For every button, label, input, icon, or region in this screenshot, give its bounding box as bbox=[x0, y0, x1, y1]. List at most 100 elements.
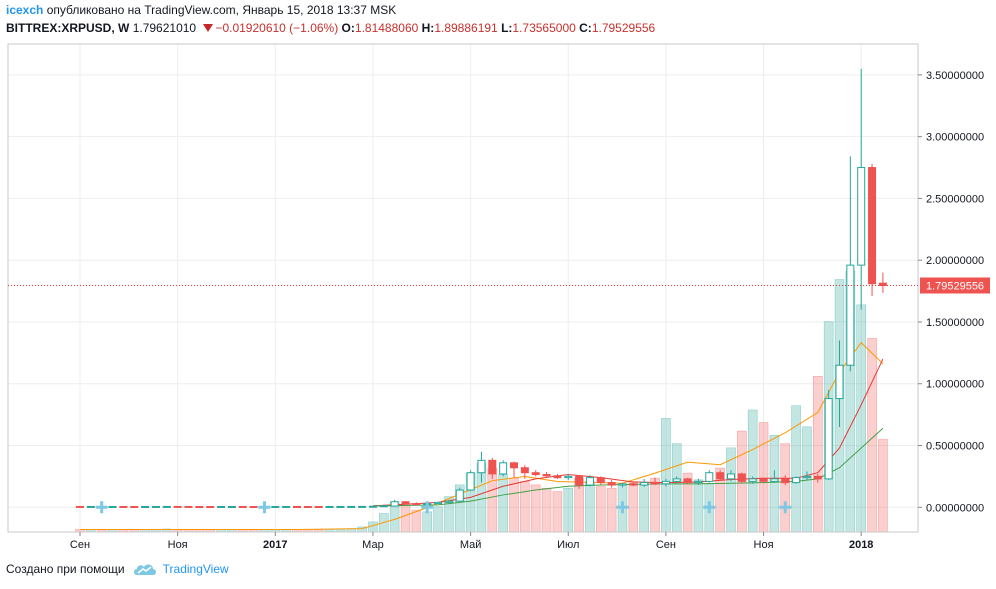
low-label: L: bbox=[501, 21, 513, 35]
close-value: 1.79529556 bbox=[591, 21, 656, 35]
created-with-text: Создано при помощи bbox=[6, 562, 125, 576]
volume-bar bbox=[780, 443, 791, 533]
candle-body bbox=[488, 459, 497, 475]
ma-fast-line bbox=[372, 358, 884, 507]
axes: 0.00000000 0.50000000 1.00000000 1.50000000… bbox=[7, 43, 990, 551]
candlesticks bbox=[76, 68, 887, 509]
candle-body bbox=[217, 505, 226, 508]
candle-body bbox=[846, 264, 855, 366]
price-chart[interactable]: 0.00000000 0.50000000 1.00000000 1.50000000… bbox=[0, 40, 996, 555]
footer: Создано при помощи TradingView bbox=[6, 562, 229, 576]
candle-body bbox=[716, 472, 725, 480]
candle-body bbox=[108, 505, 117, 508]
candle-body bbox=[173, 505, 182, 508]
candle-body bbox=[585, 477, 594, 486]
volume-bar bbox=[758, 422, 769, 533]
candle-body bbox=[347, 505, 356, 508]
down-arrow-icon bbox=[203, 24, 214, 32]
x-tick-label: 2018 bbox=[849, 539, 873, 551]
candle-body bbox=[401, 501, 410, 505]
volume-bar bbox=[520, 481, 530, 533]
candle-body bbox=[303, 505, 312, 508]
candle-body bbox=[651, 482, 660, 485]
candle-body bbox=[835, 364, 844, 400]
y-tick-label: 1.50000000 bbox=[926, 317, 984, 329]
candle-body bbox=[466, 472, 475, 491]
candle-body bbox=[86, 505, 95, 508]
x-tick-label: Мар bbox=[362, 539, 384, 551]
grid-lines bbox=[8, 44, 918, 532]
candle-body bbox=[596, 477, 605, 484]
current-price-tag bbox=[920, 277, 990, 294]
candle-body bbox=[412, 503, 421, 506]
dividend-markers bbox=[95, 501, 792, 514]
volume-bar bbox=[650, 477, 660, 533]
low-value: 1.73565000 bbox=[512, 21, 576, 35]
volume-bar bbox=[433, 506, 443, 533]
open-label: O: bbox=[341, 21, 355, 35]
symbol-label[interactable]: BITTREX:XRPUSD, W bbox=[6, 21, 130, 35]
candle-body bbox=[227, 505, 236, 508]
candle-body bbox=[661, 480, 670, 485]
volume-bar bbox=[530, 484, 541, 533]
volume-bars bbox=[75, 270, 888, 533]
candle-body bbox=[553, 475, 562, 479]
volume-bar bbox=[671, 443, 682, 533]
candle-body bbox=[195, 505, 204, 508]
volume-bar bbox=[595, 486, 606, 533]
high-value: 1.89886191 bbox=[434, 21, 498, 35]
candle-body bbox=[629, 483, 638, 486]
volume-bar bbox=[812, 376, 823, 533]
volume-bar bbox=[747, 409, 758, 533]
candle-body bbox=[444, 500, 453, 503]
candle-body bbox=[748, 478, 757, 482]
candle-body bbox=[802, 475, 811, 479]
y-tick-label: 3.00000000 bbox=[926, 132, 984, 144]
candle-body bbox=[282, 505, 291, 508]
price-change: −0.01920610 (−1.06%) bbox=[215, 21, 339, 35]
candle-body bbox=[770, 478, 779, 482]
volume-bar bbox=[509, 477, 519, 533]
candle-body bbox=[868, 167, 877, 285]
candle-body bbox=[336, 505, 345, 508]
event-marker bbox=[421, 501, 434, 514]
candle-body bbox=[119, 505, 128, 508]
volume-bar bbox=[541, 487, 552, 533]
candle-body bbox=[76, 505, 84, 508]
x-tick-label: Сен bbox=[656, 539, 676, 551]
candle-body bbox=[607, 482, 616, 486]
candle-body bbox=[737, 473, 746, 482]
candle-body bbox=[151, 505, 160, 508]
event-marker bbox=[258, 501, 271, 514]
publish-text: опубликовано на TradingView.com, Январь … bbox=[46, 3, 397, 17]
candle-body bbox=[314, 506, 323, 509]
volume-bar bbox=[400, 504, 411, 533]
candle-body bbox=[813, 475, 822, 480]
candle-body bbox=[520, 467, 529, 474]
y-tick-label: 0.00000000 bbox=[926, 502, 984, 514]
volume-bar bbox=[639, 482, 650, 533]
candle-body bbox=[368, 505, 377, 508]
candle-body bbox=[130, 506, 139, 509]
event-marker bbox=[779, 501, 792, 514]
volume-bar bbox=[769, 434, 780, 533]
author-link[interactable]: icexch bbox=[6, 3, 44, 17]
candle-body bbox=[672, 478, 681, 482]
volume-bar bbox=[856, 304, 867, 533]
ohlc-legend: BITTREX:XRPUSD, W 1.79621010 −0.01920610… bbox=[6, 21, 655, 36]
candle-body bbox=[781, 478, 790, 484]
volume-bar bbox=[606, 487, 617, 533]
tradingview-link[interactable]: TradingView bbox=[162, 562, 229, 576]
candle-body bbox=[792, 477, 801, 484]
candle-body bbox=[238, 505, 247, 508]
volume-bar bbox=[585, 481, 595, 533]
volume-bar bbox=[563, 487, 574, 533]
volume-bar bbox=[878, 439, 888, 533]
candle-body bbox=[759, 478, 768, 482]
current-price-label: 1.79529556 bbox=[926, 280, 984, 292]
candle-body bbox=[510, 462, 518, 469]
candle-body bbox=[640, 482, 649, 486]
plot-frame bbox=[7, 43, 919, 533]
candle-body bbox=[141, 506, 150, 509]
candle-body bbox=[477, 459, 486, 474]
